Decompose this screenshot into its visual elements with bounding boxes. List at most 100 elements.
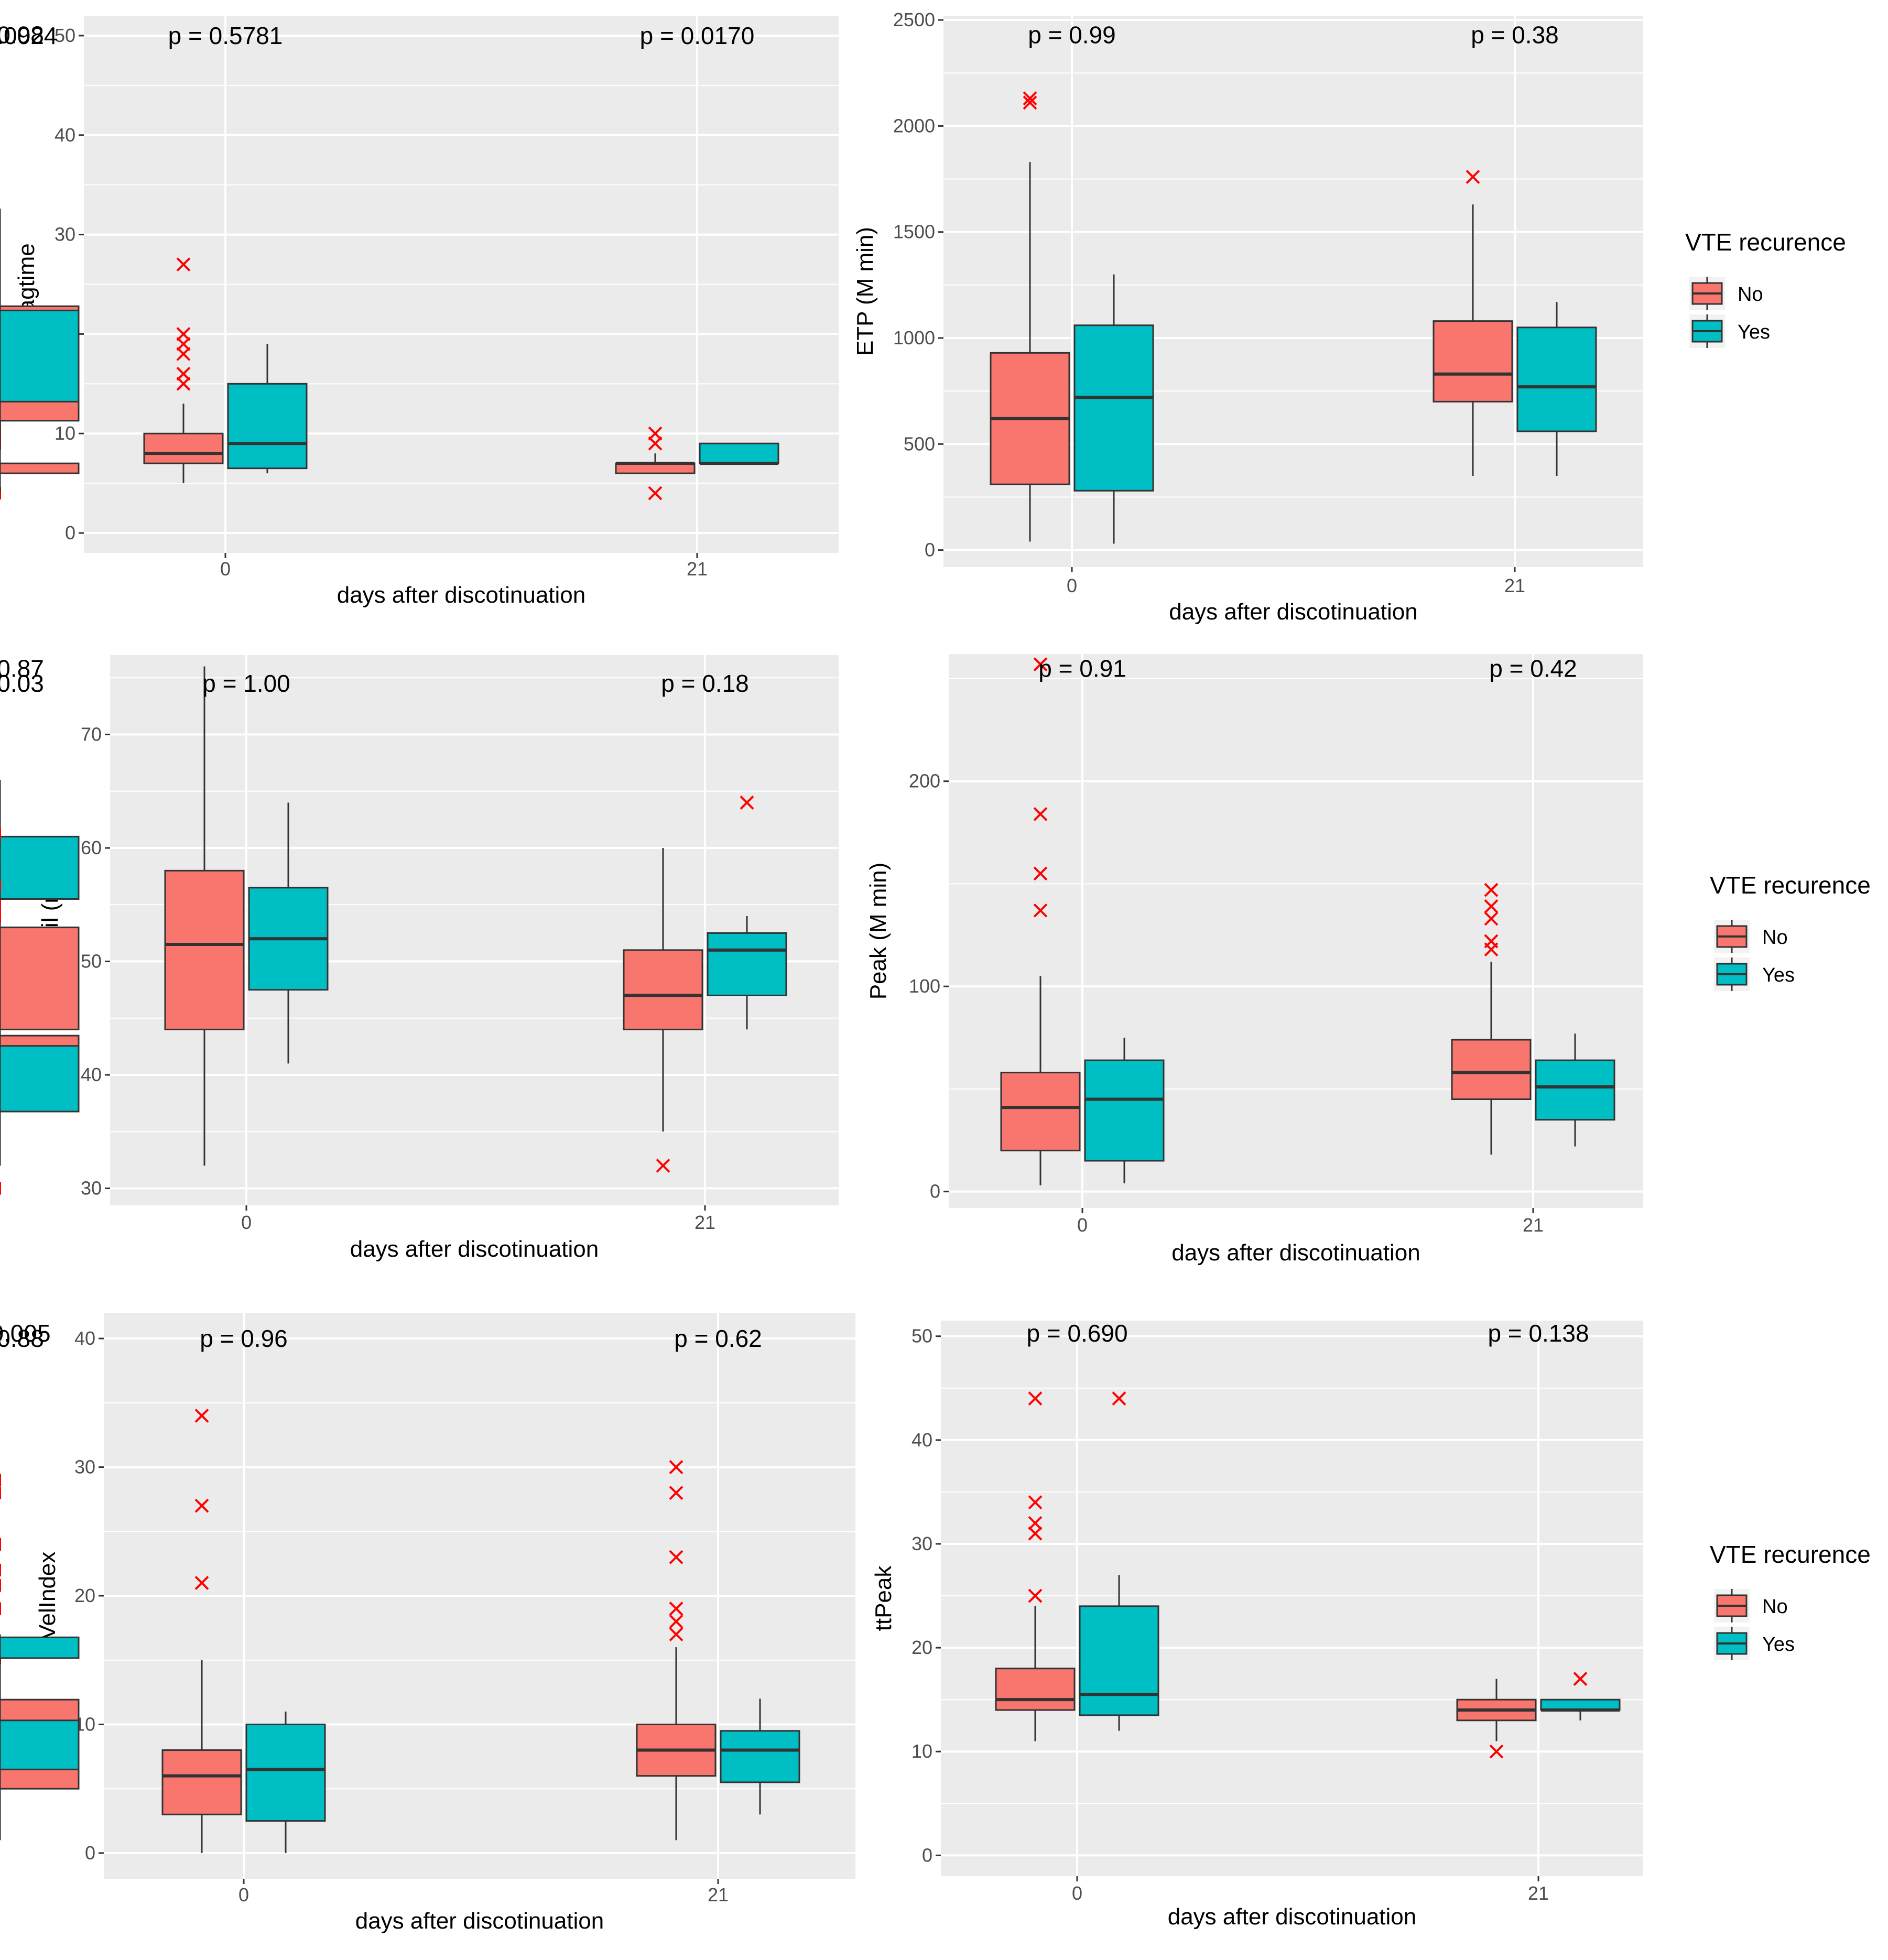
outlier-stroke (648, 426, 663, 441)
p-value-label: p = 0.96 (200, 1325, 288, 1352)
outlier-point (1484, 899, 1499, 913)
outlier-point (176, 376, 191, 391)
outlier-stroke (669, 1550, 683, 1564)
legend-title: VTE recurence (1685, 228, 1846, 256)
box-iqr (245, 1723, 326, 1822)
outlier-stroke (1023, 95, 1037, 110)
y-tick-label: 50 (55, 25, 75, 46)
y-tick-label: 1000 (893, 327, 935, 349)
outlier-stroke (1484, 911, 1499, 926)
x-tick-label: 0 (1072, 1882, 1082, 1904)
box-iqr (0, 927, 80, 1030)
p-value-label: p = 0.18 (661, 670, 749, 697)
p-value-label: p = 0.42 (1489, 655, 1577, 682)
outlier-stroke (1028, 1588, 1043, 1603)
outlier-point (1028, 1526, 1043, 1541)
outlier-stroke (740, 796, 754, 810)
y-tick-label: 0 (85, 1842, 95, 1864)
x-axis-title: days after discotinuation (355, 1908, 604, 1934)
outlier-stroke (1484, 883, 1499, 897)
box-no-21 (615, 426, 696, 500)
p-value-label: p = 0.98 (0, 21, 44, 48)
legend-label: No (1738, 284, 1763, 306)
x-axis-title: days after discotinuation (337, 582, 586, 608)
box-yes-21 (720, 1698, 800, 1815)
x-axis-title: days after discotinuation (1169, 599, 1418, 625)
y-tick-label: 30 (912, 1533, 932, 1554)
box-iqr (995, 1668, 1076, 1711)
outlier-stroke (669, 1614, 683, 1629)
outlier-point (1033, 903, 1048, 918)
p-value-label: p = 0.690 (1026, 1320, 1127, 1347)
x-tick-label: 0 (241, 1212, 252, 1233)
outlier-point (194, 1498, 209, 1513)
p-value-label: p = 0.88 (0, 1325, 44, 1352)
outlier-stroke (176, 366, 191, 381)
y-tick-label: 30 (74, 1456, 95, 1478)
outlier-stroke (1033, 807, 1048, 821)
outlier-point (656, 1158, 670, 1173)
outlier-point (648, 426, 663, 441)
box-yes-90 (0, 1711, 80, 1827)
legend-title: VTE recurence (1710, 872, 1871, 899)
y-tick-label: 1500 (893, 221, 935, 243)
box-no-21 (636, 1460, 717, 1841)
legend-label: Yes (1762, 964, 1795, 986)
outlier-point (194, 1576, 209, 1590)
outlier-point (1028, 1516, 1043, 1530)
legend-label: No (1762, 927, 1788, 949)
x-tick-label: 21 (687, 558, 708, 580)
outlier-point (1112, 1391, 1126, 1406)
outlier-point (1033, 657, 1048, 671)
box-iqr (0, 835, 80, 900)
box-yes-0 (1073, 274, 1154, 544)
box-iqr (1516, 326, 1597, 432)
box-no-0 (164, 666, 245, 1166)
outlier-point (176, 346, 191, 361)
box-no-21 (623, 848, 703, 1173)
x-axis-title: days after discotinuation (350, 1236, 599, 1262)
outlier-stroke (176, 346, 191, 361)
outlier-point (1484, 911, 1499, 926)
box-no-0 (143, 257, 224, 484)
box-no-90 (0, 1579, 80, 1752)
box-iqr (0, 309, 80, 402)
box-yes-21 (699, 442, 779, 465)
outlier-point (1028, 1495, 1043, 1510)
outlier-stroke (648, 436, 663, 451)
p-value-label: p = 0.87 (0, 655, 44, 682)
boxplot-panel-4: 0 100 200 0 21 days after discotinuation Peak … (0, 654, 1871, 1266)
y-tick-label: 20 (74, 1585, 95, 1606)
box-no-21 (1456, 1679, 1537, 1759)
legend-label: Yes (1738, 321, 1770, 343)
outlier-point (1023, 91, 1037, 106)
outlier-stroke (1033, 866, 1048, 881)
outlier-stroke (1023, 91, 1037, 106)
outlier-stroke (1573, 1672, 1588, 1686)
box-yes-0 (227, 344, 308, 474)
outlier-stroke (1489, 1744, 1504, 1759)
legend: VTE recurence No Yes (1685, 228, 1846, 348)
x-tick-label: 0 (1077, 1214, 1088, 1236)
outlier-stroke (176, 257, 191, 271)
box-iqr (0, 1636, 80, 1659)
plot-panel-background (941, 1321, 1643, 1876)
box-yes-90 (0, 1025, 80, 1155)
p-value-label: p = 0.005 (0, 1320, 51, 1347)
x-tick-label: 0 (220, 558, 231, 580)
outlier-point (1573, 1672, 1588, 1686)
legend-key-yes (1689, 314, 1725, 348)
legend-key-yes (1714, 957, 1750, 991)
p-value-label: p = 0.38 (1471, 21, 1559, 48)
outlier-point (669, 1602, 683, 1616)
outlier-point (669, 1486, 683, 1500)
legend-key-no (1714, 1589, 1750, 1623)
outlier-stroke (1033, 903, 1048, 918)
box-iqr (227, 383, 308, 470)
outlier-stroke (669, 1627, 683, 1642)
box-iqr (1073, 324, 1154, 492)
box-no-0 (1000, 657, 1081, 1185)
box-no-0 (995, 1391, 1076, 1741)
